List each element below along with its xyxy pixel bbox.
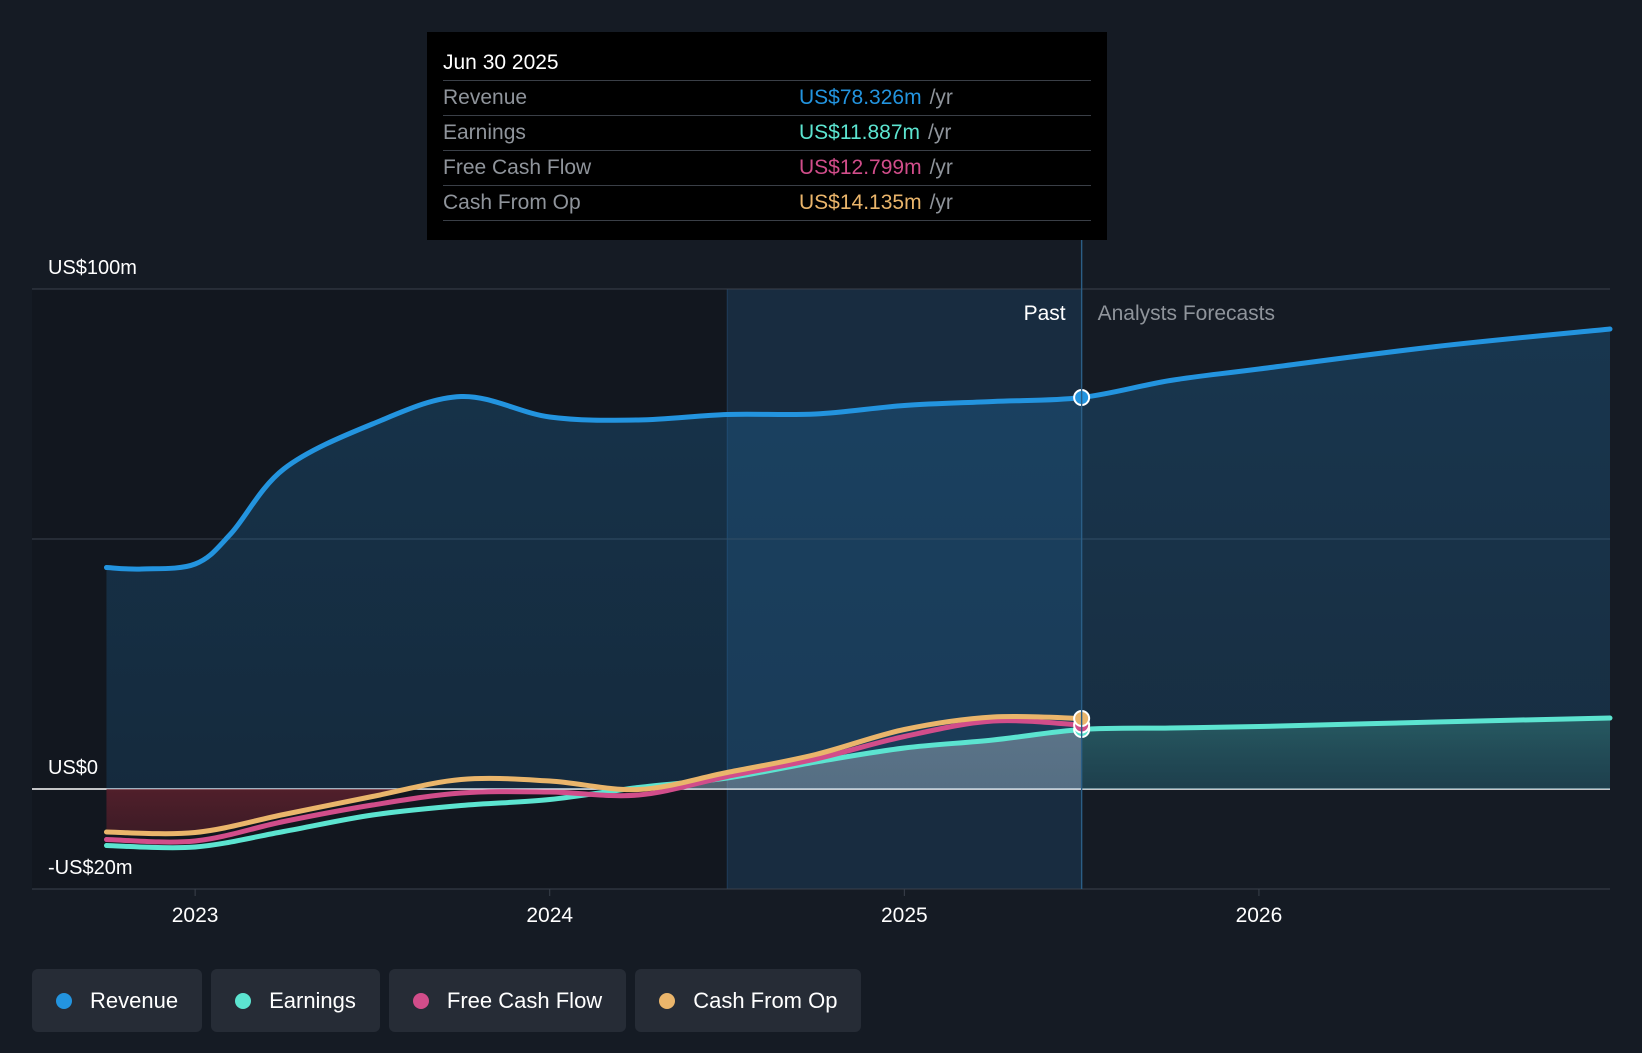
tooltip-date: Jun 30 2025 bbox=[443, 46, 1091, 81]
tooltip-label: Revenue bbox=[443, 86, 528, 109]
x-tick-label: 2024 bbox=[526, 904, 573, 927]
revenue-area bbox=[106, 329, 1611, 789]
legend-item-free-cash-flow[interactable]: Free Cash Flow bbox=[388, 969, 627, 1032]
tooltip-unit: /yr bbox=[928, 121, 952, 144]
tooltip-unit: /yr bbox=[929, 191, 953, 214]
x-tick-label: 2026 bbox=[1236, 904, 1283, 927]
legend-item-revenue[interactable]: Revenue bbox=[32, 969, 203, 1032]
revenue-line bbox=[103, 326, 1613, 572]
legend-item-cash-from-op[interactable]: Cash From Op bbox=[635, 969, 862, 1032]
legend-label: Free Cash Flow bbox=[446, 987, 603, 1013]
tooltip-value: US$14.135m bbox=[799, 191, 922, 214]
legend-item-earnings[interactable]: Earnings bbox=[211, 969, 380, 1032]
earnings-line bbox=[103, 715, 1613, 851]
legend-dot-icon bbox=[412, 992, 429, 1009]
past-label: Past bbox=[1024, 302, 1066, 325]
free-cash-flow-line bbox=[103, 718, 1085, 845]
legend-label: Earnings bbox=[269, 987, 356, 1013]
y-tick-label: -US$20m bbox=[48, 857, 132, 879]
legend-dot-icon bbox=[659, 992, 676, 1009]
cash-from-op-line bbox=[103, 713, 1085, 837]
y-tick-label: US$0 bbox=[48, 757, 98, 779]
tooltip-label: Free Cash Flow bbox=[443, 156, 592, 179]
legend-label: Cash From Op bbox=[693, 987, 838, 1013]
tooltip-value: US$11.887m bbox=[799, 121, 921, 144]
x-tick-label: 2025 bbox=[881, 904, 928, 927]
y-tick-label: US$100m bbox=[48, 257, 137, 279]
x-tick-label: 2023 bbox=[172, 904, 219, 927]
tooltip-label: Cash From Op bbox=[443, 191, 581, 214]
tooltip-label: Earnings bbox=[443, 121, 526, 144]
tooltip-row-revenue: Revenue US$78.326m /yr bbox=[443, 81, 1091, 116]
legend: Revenue Earnings Free Cash Flow Cash Fro… bbox=[32, 969, 862, 1032]
tooltip-row-earnings: Earnings US$11.887m /yr bbox=[443, 116, 1091, 151]
tooltip-value: US$78.326m bbox=[799, 86, 922, 109]
tooltip-row-cash-from-op: Cash From Op US$14.135m /yr bbox=[443, 186, 1091, 221]
legend-dot-icon bbox=[235, 992, 252, 1009]
tooltip-unit: /yr bbox=[929, 86, 953, 109]
legend-dot-icon bbox=[56, 992, 72, 1009]
earnings-forecast-area bbox=[1081, 718, 1610, 789]
forecast-label: Analysts Forecasts bbox=[1098, 302, 1275, 325]
tooltip-row-free-cash-flow: Free Cash Flow US$12.799m /yr bbox=[443, 151, 1091, 186]
legend-label: Revenue bbox=[90, 987, 179, 1013]
earnings-positive-area bbox=[106, 729, 1082, 789]
tooltip: Jun 30 2025 Revenue US$78.326m /yr Earni… bbox=[427, 32, 1107, 240]
tooltip-unit: /yr bbox=[929, 156, 953, 179]
tooltip-value: US$12.799m bbox=[799, 156, 922, 179]
